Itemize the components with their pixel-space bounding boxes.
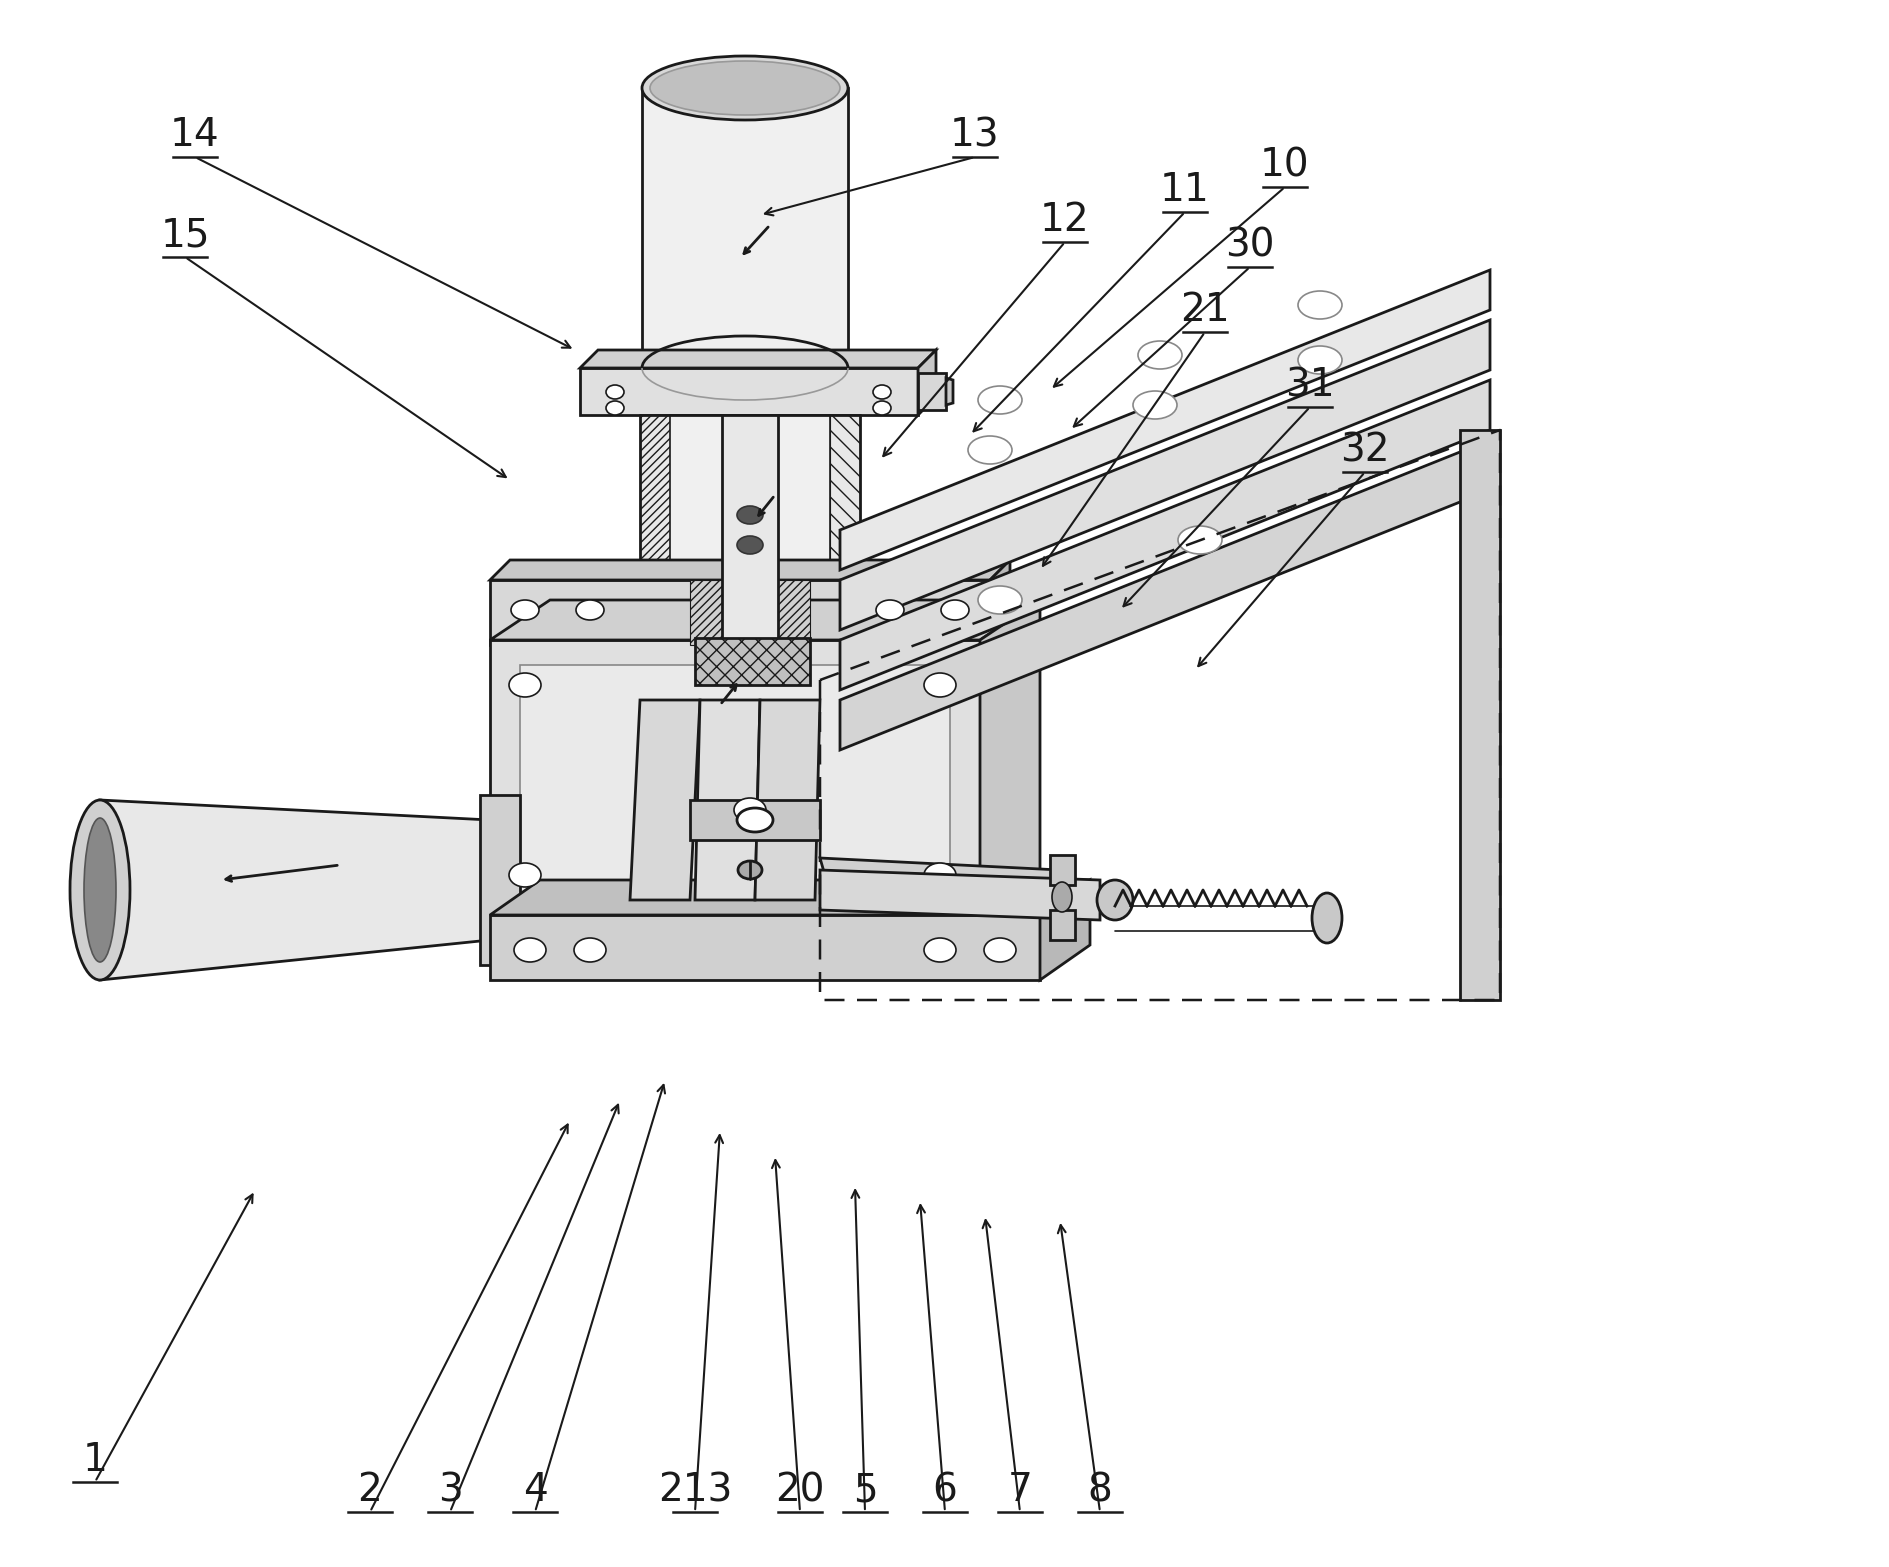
- Ellipse shape: [733, 798, 765, 823]
- Text: 1: 1: [83, 1442, 108, 1479]
- Ellipse shape: [514, 939, 546, 962]
- Polygon shape: [642, 88, 848, 368]
- Polygon shape: [1458, 429, 1500, 1000]
- Ellipse shape: [873, 385, 890, 400]
- Text: 21: 21: [1179, 291, 1230, 329]
- Text: 14: 14: [170, 116, 219, 154]
- Ellipse shape: [83, 818, 115, 962]
- Polygon shape: [489, 915, 1039, 979]
- Polygon shape: [839, 440, 1489, 751]
- Text: 213: 213: [657, 1471, 731, 1509]
- Text: 31: 31: [1285, 367, 1334, 404]
- Ellipse shape: [737, 506, 763, 523]
- Ellipse shape: [574, 939, 606, 962]
- Ellipse shape: [606, 385, 623, 400]
- Ellipse shape: [70, 801, 130, 979]
- Ellipse shape: [650, 61, 839, 114]
- Text: 6: 6: [931, 1471, 958, 1509]
- Ellipse shape: [737, 809, 773, 832]
- Polygon shape: [1050, 910, 1075, 940]
- Text: 20: 20: [774, 1471, 824, 1509]
- Ellipse shape: [967, 436, 1011, 464]
- Text: 4: 4: [523, 1471, 548, 1509]
- Polygon shape: [839, 320, 1489, 630]
- Polygon shape: [489, 639, 980, 920]
- Polygon shape: [1050, 856, 1075, 885]
- Ellipse shape: [977, 385, 1022, 414]
- Polygon shape: [1039, 881, 1090, 979]
- Ellipse shape: [1132, 392, 1177, 418]
- Polygon shape: [640, 415, 669, 591]
- Text: 2: 2: [357, 1471, 382, 1509]
- Text: 7: 7: [1007, 1471, 1031, 1509]
- Ellipse shape: [737, 860, 761, 879]
- Ellipse shape: [984, 939, 1016, 962]
- Polygon shape: [754, 700, 820, 899]
- Polygon shape: [918, 373, 946, 411]
- Ellipse shape: [510, 600, 538, 621]
- Polygon shape: [722, 415, 778, 680]
- Ellipse shape: [1137, 342, 1181, 368]
- Ellipse shape: [873, 401, 890, 415]
- Polygon shape: [918, 349, 935, 415]
- Polygon shape: [990, 559, 1009, 646]
- Text: 32: 32: [1339, 431, 1388, 469]
- Polygon shape: [480, 794, 519, 965]
- Ellipse shape: [875, 600, 903, 621]
- Polygon shape: [980, 600, 1039, 920]
- Text: 13: 13: [950, 116, 999, 154]
- Text: 5: 5: [852, 1471, 876, 1509]
- Text: 15: 15: [161, 216, 210, 254]
- Polygon shape: [489, 559, 1009, 580]
- Polygon shape: [820, 859, 1069, 906]
- Text: 12: 12: [1039, 201, 1090, 240]
- Ellipse shape: [1177, 527, 1222, 555]
- Ellipse shape: [1311, 893, 1341, 943]
- Polygon shape: [629, 700, 699, 899]
- Polygon shape: [489, 881, 1090, 915]
- Polygon shape: [100, 801, 489, 979]
- Ellipse shape: [1298, 346, 1341, 375]
- Polygon shape: [839, 381, 1489, 689]
- Ellipse shape: [924, 863, 956, 887]
- Ellipse shape: [977, 586, 1022, 614]
- Ellipse shape: [1298, 291, 1341, 320]
- Polygon shape: [946, 378, 952, 404]
- Text: 11: 11: [1160, 171, 1209, 208]
- Polygon shape: [669, 415, 829, 591]
- Ellipse shape: [508, 672, 540, 697]
- Polygon shape: [839, 270, 1489, 570]
- Ellipse shape: [924, 939, 956, 962]
- Polygon shape: [580, 349, 935, 368]
- Text: 30: 30: [1224, 226, 1273, 263]
- Ellipse shape: [576, 600, 604, 621]
- Text: 3: 3: [438, 1471, 463, 1509]
- Ellipse shape: [508, 863, 540, 887]
- Ellipse shape: [606, 401, 623, 415]
- Ellipse shape: [1052, 882, 1071, 912]
- Polygon shape: [695, 700, 759, 899]
- Ellipse shape: [941, 600, 969, 621]
- Polygon shape: [580, 368, 918, 415]
- Polygon shape: [489, 600, 1039, 639]
- Polygon shape: [829, 415, 859, 591]
- Ellipse shape: [1096, 881, 1132, 920]
- Polygon shape: [519, 664, 950, 895]
- Polygon shape: [689, 580, 810, 646]
- Polygon shape: [820, 870, 1099, 920]
- Polygon shape: [689, 801, 820, 840]
- Ellipse shape: [924, 672, 956, 697]
- Text: 8: 8: [1086, 1471, 1113, 1509]
- Ellipse shape: [642, 56, 848, 121]
- Polygon shape: [695, 638, 810, 685]
- Ellipse shape: [737, 536, 763, 555]
- Text: 10: 10: [1260, 146, 1309, 183]
- Polygon shape: [489, 580, 990, 646]
